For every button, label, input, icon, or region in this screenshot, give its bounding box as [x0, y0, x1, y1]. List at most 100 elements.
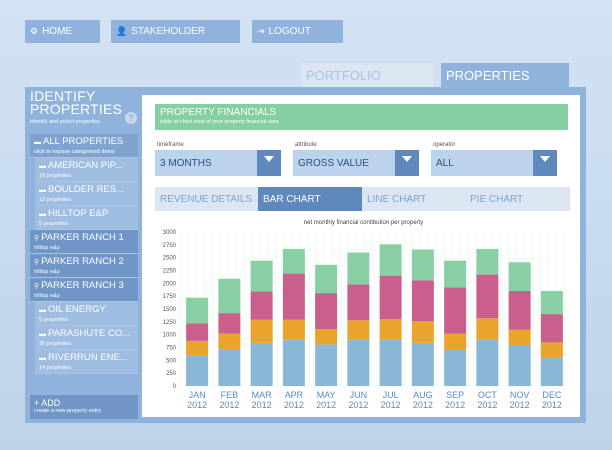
chevron-down-icon[interactable] [395, 150, 419, 176]
bar-segment[interactable] [540, 342, 563, 358]
bar-segment[interactable] [508, 344, 531, 386]
bar-segment[interactable] [508, 329, 531, 345]
bar-segment[interactable] [282, 273, 305, 320]
x-tick-year: 2012 [187, 400, 207, 410]
sidebar-title-line1: IDENTIFY [30, 88, 96, 104]
sidebar-item[interactable]: ▬ AMERICAN PIP... 16 properties [35, 158, 138, 182]
sidebar-item[interactable]: ▬ OIL ENERGY 5 properties [35, 302, 138, 326]
bar-segment[interactable] [347, 320, 370, 340]
sidebar-item-sublabel: 5 properties [39, 317, 69, 323]
sidebar-item-label: BOULDER RES... [48, 185, 125, 195]
operator-label: operator [433, 142, 456, 148]
folder-icon: ▬ [39, 307, 46, 314]
bar-segment[interactable] [218, 278, 241, 314]
bar-segment[interactable] [250, 319, 273, 343]
bar-segment[interactable] [508, 291, 531, 330]
bar-segment[interactable] [347, 339, 370, 386]
tab-portfolio[interactable]: PORTFOLIO [301, 63, 434, 87]
bar-segment[interactable] [282, 248, 305, 274]
bar-segment[interactable] [379, 319, 402, 340]
bar-segment[interactable] [379, 275, 402, 320]
sidebar-item[interactable]: ▬ PARASHUTE CO... 30 properties [35, 326, 138, 350]
x-tick-label: NOV [510, 390, 530, 400]
bar-segment[interactable] [347, 284, 370, 321]
folder-icon: ▬ [39, 331, 46, 338]
bar-segment[interactable] [476, 339, 499, 386]
x-tick-label: MAR [252, 390, 273, 400]
sidebar-item-title: ▬ BOULDER RES... [39, 185, 134, 196]
bar-segment[interactable] [282, 319, 305, 340]
stakeholder-button[interactable]: 👤 STAKEHOLDER [111, 20, 240, 43]
bar-segment[interactable] [444, 287, 467, 334]
bar-segment[interactable] [186, 323, 209, 341]
add-property-button[interactable]: + ADD create a new property entry [30, 395, 138, 419]
sidebar-item[interactable]: ▬ HILLTOP E&P 5 properties [35, 206, 138, 230]
add-sublabel: create a new property entry [34, 408, 101, 414]
logout-button[interactable]: ⇥ LOGOUT [252, 20, 343, 43]
user-icon: 👤 [116, 26, 128, 36]
bar-segment[interactable] [411, 280, 434, 322]
sidebar-item-label: ALL PROPERTIES [43, 137, 124, 147]
bar-segment[interactable] [250, 291, 273, 320]
x-tick-label: FEB [221, 390, 239, 400]
chevron-down-icon[interactable] [533, 150, 557, 176]
bar-segment[interactable] [411, 321, 434, 343]
bar-segment[interactable] [540, 357, 563, 386]
bar-segment[interactable] [476, 274, 499, 319]
operator-select[interactable]: ALL [431, 150, 557, 176]
bar-segment[interactable] [476, 248, 499, 275]
bar-segment[interactable] [379, 339, 402, 386]
bar-segment[interactable] [218, 349, 241, 386]
chevron-down-icon[interactable] [257, 150, 281, 176]
x-tick-year: 2012 [381, 400, 401, 410]
x-tick-label: APR [285, 390, 304, 400]
sidebar-item[interactable]: ⚲ PARKER RANCH 1 hilltop e&p [30, 230, 138, 254]
sidebar-item[interactable]: ⚲ PARKER RANCH 3 hilltop e&p [30, 278, 138, 302]
bar-segment[interactable] [379, 244, 402, 276]
bar-segment[interactable] [250, 342, 273, 386]
timeframe-select[interactable]: 3 MONTHS [155, 150, 281, 176]
bar-segment[interactable] [315, 293, 338, 330]
bar-segment[interactable] [315, 344, 338, 386]
sidebar-item[interactable]: ⚲ PARKER RANCH 2 hilltop e&p [30, 254, 138, 278]
financials-header: PROPERTY FINANCIALS table or chart view … [155, 104, 568, 130]
bar-segment[interactable] [186, 297, 209, 324]
bar-segment[interactable] [540, 291, 563, 315]
pin-icon: ⚲ [34, 259, 40, 266]
tab-revenue-details[interactable]: REVENUE DETAILS [155, 187, 258, 211]
chart-svg: 0 250 500 750 1000 1250 1500 1750 2000 2250 2500 27… [163, 230, 568, 410]
bar-segment[interactable] [282, 339, 305, 386]
bar-segment[interactable] [444, 350, 467, 386]
sidebar-item-title: ▬ AMERICAN PIP... [39, 161, 134, 172]
bar-segment[interactable] [411, 249, 434, 281]
home-button[interactable]: ⚙ HOME [25, 20, 100, 43]
bar-segment[interactable] [186, 340, 209, 356]
bar-segment[interactable] [347, 252, 370, 285]
sidebar-item[interactable]: ▬ BOULDER RES... 12 properties [35, 182, 138, 206]
bar-segment[interactable] [218, 313, 241, 334]
bar-segment[interactable] [508, 262, 531, 292]
bar-segment[interactable] [186, 355, 209, 386]
tab-properties[interactable]: PROPERTIES [441, 63, 569, 87]
sidebar-title-line2: PROPERTIES [30, 101, 122, 117]
bar-segment[interactable] [411, 342, 434, 386]
bar-segment[interactable] [250, 260, 273, 292]
bar-segment[interactable] [218, 333, 241, 350]
bar-segment[interactable] [540, 314, 563, 343]
bar-segment[interactable] [315, 329, 338, 345]
help-icon[interactable]: ? [125, 112, 137, 124]
bar-segment[interactable] [315, 264, 338, 294]
tab-line-chart[interactable]: LINE CHART [362, 187, 465, 211]
bar-segment[interactable] [476, 318, 499, 340]
bar-segment[interactable] [444, 333, 467, 351]
sidebar-item[interactable]: ▬ RIVERRUN ENE... 14 properties [35, 350, 138, 374]
sidebar-item-sublabel: 5 properties [39, 221, 69, 227]
x-tick-label: DEC [542, 390, 562, 400]
tab-bar-chart[interactable]: BAR CHART [258, 187, 362, 211]
tab-pie-chart[interactable]: PIE CHART [465, 187, 570, 211]
sidebar-item[interactable]: ▬ ALL PROPERTIES click to expose categoris… [30, 134, 138, 158]
bar-segment[interactable] [444, 260, 467, 288]
timeframe-value: 3 MONTHS [160, 157, 212, 169]
x-tick-year: 2012 [510, 400, 530, 410]
attribute-select[interactable]: GROSS VALUE [293, 150, 419, 176]
